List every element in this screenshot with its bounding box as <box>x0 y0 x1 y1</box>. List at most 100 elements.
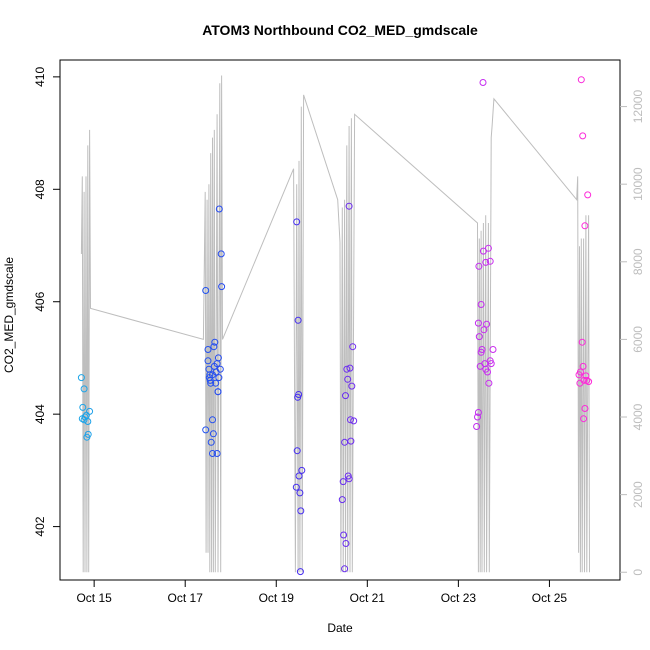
data-point <box>578 338 586 346</box>
data-point <box>349 343 357 351</box>
y-tick-label: 404 <box>33 404 47 424</box>
data-point <box>209 371 216 379</box>
data-point <box>342 540 350 547</box>
data-point <box>202 287 210 294</box>
data-point <box>215 205 223 213</box>
y2-tick-label: 2000 <box>631 481 645 508</box>
x-tick-label: Oct 23 <box>441 591 477 605</box>
y-axis-label: CO2_MED_gmdscale <box>2 257 16 373</box>
data-point <box>347 437 355 445</box>
data-point <box>583 376 591 384</box>
data-point <box>341 565 349 573</box>
data-point <box>217 250 225 258</box>
y2-tick-label: 8000 <box>631 248 645 275</box>
data-point <box>209 416 216 424</box>
data-point <box>77 374 85 382</box>
data-point <box>473 423 481 430</box>
data-point <box>216 365 224 373</box>
data-point <box>484 368 491 376</box>
data-point <box>210 343 218 351</box>
data-point <box>215 374 223 382</box>
data-point <box>297 507 305 515</box>
data-point <box>581 405 589 412</box>
data-point <box>209 450 216 457</box>
data-point <box>214 354 222 362</box>
data-point <box>204 346 212 353</box>
x-tick-label: Oct 19 <box>259 591 295 605</box>
data-point <box>342 392 349 400</box>
data-point <box>475 333 483 341</box>
altitude-series <box>80 75 590 573</box>
data-point <box>83 433 91 441</box>
data-point <box>350 417 358 425</box>
data-point <box>579 132 587 140</box>
data-point <box>348 382 356 390</box>
data-point <box>204 357 212 365</box>
data-point <box>209 430 217 438</box>
data-point <box>479 79 487 86</box>
data-point <box>484 244 492 252</box>
data-point <box>212 379 220 387</box>
data-point <box>580 376 588 384</box>
data-point <box>474 413 481 421</box>
data-point <box>214 388 222 396</box>
axes: Oct 15 Oct 17 Oct 19 Oct 21 Oct 23 Oct 25 402 4… <box>33 67 645 605</box>
x-axis-label: Date <box>327 621 353 635</box>
data-point <box>341 438 349 446</box>
chart-title: ATOM3 Northbound CO2_MED_gmdscale <box>202 22 478 38</box>
data-point <box>345 475 353 483</box>
x-tick-label: Oct 15 <box>76 591 112 605</box>
data-point <box>474 409 482 416</box>
data-point <box>339 478 347 486</box>
data-point <box>213 450 221 457</box>
altitude-line <box>80 75 590 573</box>
data-point <box>486 257 494 265</box>
data-point <box>296 489 304 497</box>
data-point <box>293 447 301 455</box>
data-point <box>581 222 589 230</box>
data-point <box>489 346 497 353</box>
data-point <box>84 418 92 425</box>
data-point <box>86 407 94 415</box>
data-point <box>474 319 482 327</box>
data-point <box>80 416 88 424</box>
data-point <box>292 483 300 491</box>
data-point <box>577 76 585 84</box>
y-tick-label: 402 <box>33 516 47 536</box>
x-tick-label: Oct 25 <box>532 591 568 605</box>
y-tick-label: 406 <box>33 291 47 311</box>
data-point <box>298 466 306 474</box>
data-point <box>576 368 584 376</box>
x-tick-label: Oct 21 <box>350 591 386 605</box>
data-point <box>295 472 303 480</box>
data-point <box>482 258 490 266</box>
y2-tick-label: 10000 <box>631 167 645 201</box>
data-point <box>293 218 301 226</box>
data-point <box>477 301 485 308</box>
data-point <box>338 496 346 504</box>
data-point <box>582 372 590 380</box>
data-point <box>480 326 488 334</box>
y2-tick-label: 6000 <box>631 326 645 353</box>
data-point <box>347 416 354 424</box>
y-tick-label: 408 <box>33 179 47 199</box>
y2-tick-label: 0 <box>631 569 645 576</box>
data-point <box>580 415 588 423</box>
data-point <box>346 364 354 372</box>
data-point <box>475 262 483 270</box>
data-point <box>207 438 215 446</box>
data-point <box>296 568 304 576</box>
data-point <box>202 426 210 434</box>
data-point <box>80 385 88 393</box>
y2-tick-label: 12000 <box>631 90 645 124</box>
y2-tick-label: 4000 <box>631 403 645 430</box>
data-point <box>483 320 491 328</box>
data-point <box>487 360 495 368</box>
data-point <box>295 391 303 398</box>
data-point <box>340 531 348 539</box>
data-point <box>211 338 219 346</box>
x-tick-label: Oct 17 <box>168 591 204 605</box>
data-point <box>344 375 352 383</box>
data-point <box>485 379 493 387</box>
